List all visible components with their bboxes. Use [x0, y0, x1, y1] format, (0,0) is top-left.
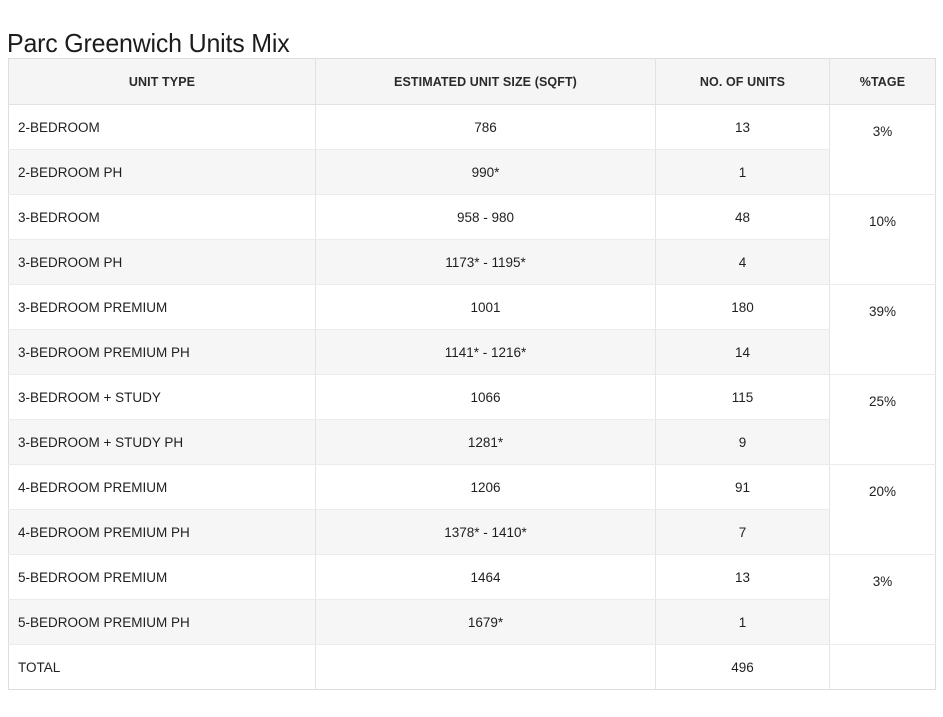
cell-unit-type: 2-BEDROOM: [8, 104, 316, 150]
table-header: UNIT TYPE ESTIMATED UNIT SIZE (SQFT) NO.…: [8, 58, 936, 105]
cell-no-of-units: 48: [655, 194, 830, 240]
cell-no-of-units: 180: [655, 284, 830, 330]
cell-percentage: 39%: [829, 284, 936, 375]
table-row-total: TOTAL 496: [8, 644, 936, 690]
table-row: 4-BEDROOM PREMIUM PH 1378* - 1410* 7: [8, 509, 936, 555]
cell-unit-type: 4-BEDROOM PREMIUM: [8, 464, 316, 510]
cell-unit-type: 3-BEDROOM PREMIUM: [8, 284, 316, 330]
cell-unit-size: 1281*: [315, 419, 656, 465]
cell-unit-size: [315, 644, 656, 690]
units-mix-table-container: UNIT TYPE ESTIMATED UNIT SIZE (SQFT) NO.…: [8, 58, 936, 690]
cell-unit-size: 1173* - 1195*: [315, 239, 656, 285]
cell-percentage: 3%: [829, 104, 936, 195]
column-header-unit-size: ESTIMATED UNIT SIZE (SQFT): [315, 58, 656, 105]
table-row: 3-BEDROOM PH 1173* - 1195* 4: [8, 239, 936, 285]
cell-unit-type: 3-BEDROOM: [8, 194, 316, 240]
cell-unit-size: 1378* - 1410*: [315, 509, 656, 555]
table-row: 4-BEDROOM PREMIUM 1206 91 20%: [8, 464, 936, 555]
cell-unit-size: 1464: [315, 554, 656, 600]
cell-percentage: [829, 644, 936, 690]
table-row: 3-BEDROOM + STUDY 1066 115 25%: [8, 374, 936, 465]
cell-no-of-units: 4: [655, 239, 830, 285]
table-row: 3-BEDROOM 958 - 980 48 10%: [8, 194, 936, 285]
table-header-row: UNIT TYPE ESTIMATED UNIT SIZE (SQFT) NO.…: [8, 58, 936, 105]
cell-no-of-units: 496: [655, 644, 830, 690]
cell-unit-size: 958 - 980: [315, 194, 656, 240]
cell-no-of-units: 14: [655, 329, 830, 375]
cell-no-of-units: 1: [655, 599, 830, 645]
cell-unit-type: 2-BEDROOM PH: [8, 149, 316, 195]
table-row: 2-BEDROOM PH 990* 1: [8, 149, 936, 195]
cell-no-of-units: 115: [655, 374, 830, 420]
table-row: 2-BEDROOM 786 13 3%: [8, 104, 936, 195]
cell-unit-size: 1001: [315, 284, 656, 330]
cell-percentage: 10%: [829, 194, 936, 285]
cell-percentage: 20%: [829, 464, 936, 555]
table-row: 3-BEDROOM + STUDY PH 1281* 9: [8, 419, 936, 465]
cell-unit-size: 1141* - 1216*: [315, 329, 656, 375]
table-row: 5-BEDROOM PREMIUM PH 1679* 1: [8, 599, 936, 645]
column-header-percentage: %TAGE: [829, 58, 936, 105]
table-body: 2-BEDROOM 786 13 3% 2-BEDROOM PH 990* 1 3-BEDRO…: [8, 104, 936, 690]
page-title: Parc Greenwich Units Mix: [7, 28, 290, 59]
cell-no-of-units: 7: [655, 509, 830, 555]
cell-no-of-units: 9: [655, 419, 830, 465]
cell-no-of-units: 1: [655, 149, 830, 195]
cell-unit-type: 4-BEDROOM PREMIUM PH: [8, 509, 316, 555]
cell-unit-size: 990*: [315, 149, 656, 195]
cell-unit-size: 786: [315, 104, 656, 150]
column-header-unit-type: UNIT TYPE: [8, 58, 316, 105]
cell-unit-type: TOTAL: [8, 644, 316, 690]
cell-percentage: 25%: [829, 374, 936, 465]
column-header-no-of-units: NO. OF UNITS: [655, 58, 830, 105]
cell-unit-size: 1066: [315, 374, 656, 420]
cell-no-of-units: 13: [655, 104, 830, 150]
cell-percentage: 3%: [829, 554, 936, 645]
cell-unit-type: 3-BEDROOM PH: [8, 239, 316, 285]
cell-unit-size: 1679*: [315, 599, 656, 645]
table-row: 3-BEDROOM PREMIUM 1001 180 39%: [8, 284, 936, 375]
cell-unit-type: 3-BEDROOM + STUDY PH: [8, 419, 316, 465]
cell-unit-type: 3-BEDROOM + STUDY: [8, 374, 316, 420]
cell-no-of-units: 91: [655, 464, 830, 510]
table-row: 5-BEDROOM PREMIUM 1464 13 3%: [8, 554, 936, 645]
cell-unit-type: 3-BEDROOM PREMIUM PH: [8, 329, 316, 375]
cell-unit-type: 5-BEDROOM PREMIUM: [8, 554, 316, 600]
cell-unit-type: 5-BEDROOM PREMIUM PH: [8, 599, 316, 645]
units-mix-table: UNIT TYPE ESTIMATED UNIT SIZE (SQFT) NO.…: [8, 58, 936, 690]
cell-no-of-units: 13: [655, 554, 830, 600]
table-row: 3-BEDROOM PREMIUM PH 1141* - 1216* 14: [8, 329, 936, 375]
cell-unit-size: 1206: [315, 464, 656, 510]
